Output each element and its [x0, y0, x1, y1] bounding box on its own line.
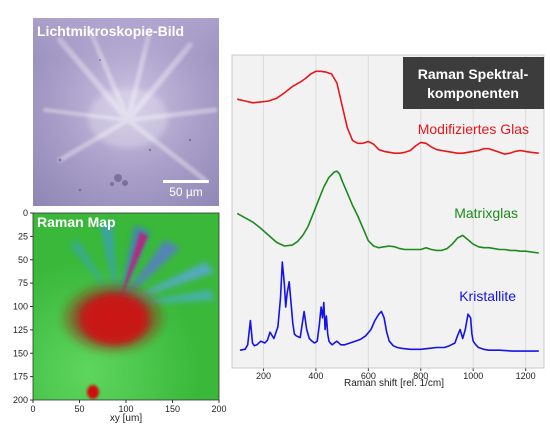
spectrum-line-matrix-glass [236, 170, 539, 254]
map-x-tick-label-3: 150 [165, 404, 180, 414]
series-label-modified-glass: Modifiziertes Glas [418, 121, 529, 137]
spectra-series [236, 70, 539, 352]
spectra-x-axis: 200 400 600 800 1000 1200 [231, 54, 545, 381]
map-x-tick-label-0: 0 [30, 404, 35, 414]
map-y-tick-label-3: 75 [18, 278, 28, 288]
map-y-tick-label-6: 150 [13, 348, 28, 358]
spectra-x-tick-label-0: 200 [256, 371, 271, 381]
spectra-frame [231, 54, 545, 369]
scale-bar-label: 50 µm [169, 185, 203, 199]
spectra-x-tick-label-5: 1200 [516, 371, 536, 381]
map-y-tick-label-0: 0 [23, 208, 28, 218]
spectrum-line-crystallites [239, 261, 539, 352]
spectrum-line-modified-glass [237, 70, 539, 155]
map-y-tick-label-4: 100 [13, 302, 28, 312]
map-frame [32, 212, 220, 401]
micrograph-title: Lichtmikroskopie-Bild [37, 23, 184, 39]
spectra-x-tick-label-4: 1000 [463, 371, 483, 381]
spectra-x-axis-label: Raman shift [rel. 1/cm] [344, 378, 444, 389]
spectra-title-box [403, 57, 544, 109]
spectra-x-tick-label-1: 400 [308, 371, 323, 381]
micrograph-specks [58, 59, 192, 192]
map-x-tick-label-2: 100 [118, 404, 133, 414]
map-y-tick-label-8: 200 [13, 395, 28, 405]
series-label-crystallites: Kristallite [459, 288, 516, 304]
scale-bar [163, 180, 209, 183]
map-x-tick-label-1: 50 [74, 404, 84, 414]
spectra-title-line1: Raman Spektral- [418, 66, 529, 82]
map-title: Raman Map [37, 214, 116, 230]
map-x-axis-label: xy [um] [110, 413, 142, 424]
spectra-x-tick-label-3: 800 [413, 371, 428, 381]
micrograph-panel [33, 18, 219, 206]
raman-map-image [33, 213, 219, 400]
series-label-matrix-glass: Matrixglas [454, 205, 518, 221]
map-y-tick-label-2: 50 [18, 255, 28, 265]
map-y-tick-label-7: 175 [13, 372, 28, 382]
map-y-tick-label-5: 125 [13, 325, 28, 335]
map-y-tick-label-1: 25 [18, 231, 28, 241]
spectra-x-tick-label-2: 600 [361, 371, 376, 381]
spectra-title-line2: komponenten [427, 85, 519, 101]
map-x-tick-label-4: 200 [211, 404, 226, 414]
